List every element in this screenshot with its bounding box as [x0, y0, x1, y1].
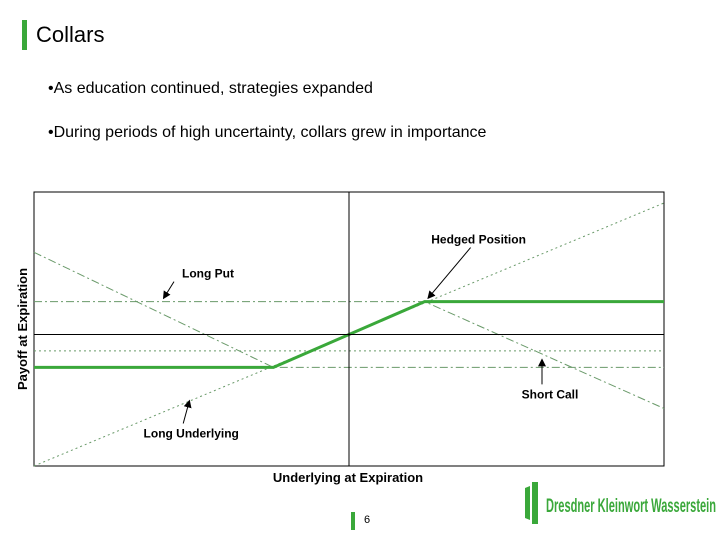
bullet-2: •During periods of high uncertainty, col…: [48, 124, 487, 141]
annotation-arrow: [162, 281, 175, 300]
annotation-arrow: [182, 399, 192, 424]
annotation-layer: Hedged Position Long Put Short Call Long Un…: [144, 233, 579, 441]
annotation-label: Long Underlying: [144, 427, 239, 441]
payoff-chart: Hedged Position Long Put Short Call Long Un…: [15, 191, 665, 485]
title-accent-bar: [22, 20, 27, 50]
annotation-arrow: [427, 247, 471, 300]
annotation-label: Hedged Position: [431, 233, 526, 247]
logo-mark-wing: [525, 486, 530, 520]
slide-title: Collars: [36, 22, 105, 47]
company-logo: Dresdner Kleinwort Wasserstein: [525, 482, 716, 524]
logo-mark-left: [532, 482, 538, 524]
bullet-1: •As education continued, strategies expa…: [48, 80, 373, 97]
annotation-label: Short Call: [522, 387, 579, 401]
y-axis-label: Payoff at Expiration: [15, 268, 30, 390]
x-axis-label: Underlying at Expiration: [273, 470, 423, 485]
annotation-label: Long Put: [182, 267, 234, 281]
logo-text: Dresdner Kleinwort Wasserstein: [546, 496, 716, 517]
page-number: 6: [364, 514, 371, 526]
page-number-accent: [351, 512, 355, 530]
